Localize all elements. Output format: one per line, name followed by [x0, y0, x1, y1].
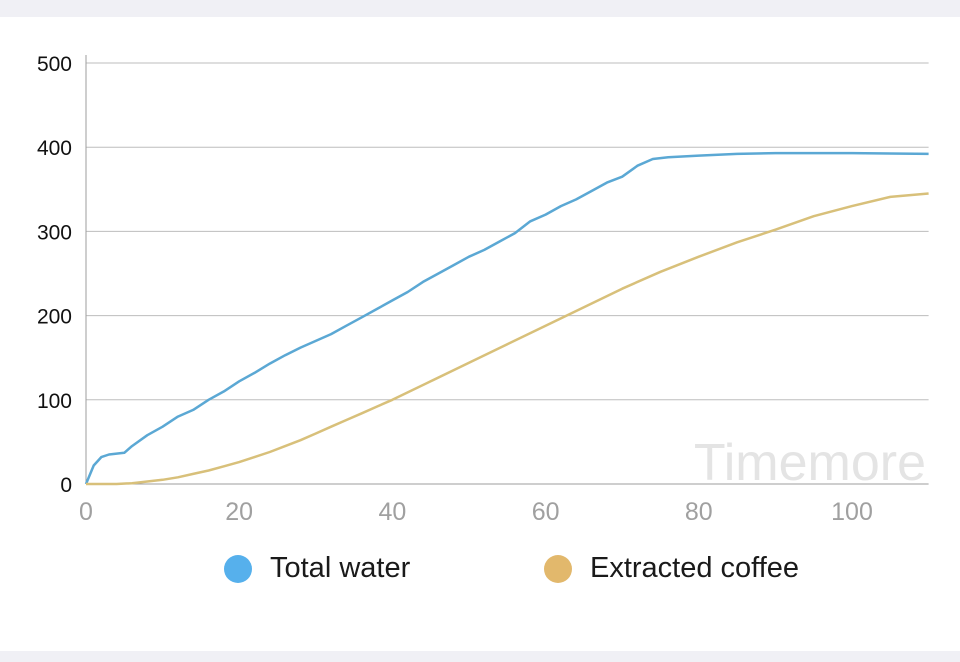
legend-item-total-water[interactable]: Total water: [224, 552, 410, 585]
series-line-extracted-coffee: [86, 192, 929, 486]
y-tick-label: 500: [37, 53, 72, 76]
watermark: Timemore: [694, 434, 926, 492]
series-line-total-water: [84, 151, 929, 485]
y-tick-label: 0: [60, 474, 72, 497]
legend-marker-extracted-coffee: [544, 554, 572, 583]
x-tick-label: 0: [79, 498, 93, 526]
x-tick-label: 80: [685, 498, 713, 526]
x-tick-label: 100: [831, 498, 873, 526]
x-tick-label: 20: [225, 498, 253, 526]
y-tick-label: 400: [37, 137, 72, 160]
legend: Total water Extracted coffee: [0, 552, 960, 592]
top-bar: [0, 0, 960, 17]
legend-label: Total water: [270, 552, 411, 584]
x-tick-label: 60: [532, 498, 560, 526]
y-tick-label: 300: [37, 221, 72, 244]
y-tick-label: 100: [37, 390, 72, 413]
legend-item-extracted-coffee[interactable]: Extracted coffee: [544, 552, 799, 585]
legend-marker-total-water: [224, 554, 252, 583]
y-tick-label: 200: [37, 306, 72, 329]
bottom-bar: [0, 651, 960, 662]
legend-label: Extracted coffee: [590, 552, 800, 584]
x-tick-label: 40: [378, 498, 406, 526]
